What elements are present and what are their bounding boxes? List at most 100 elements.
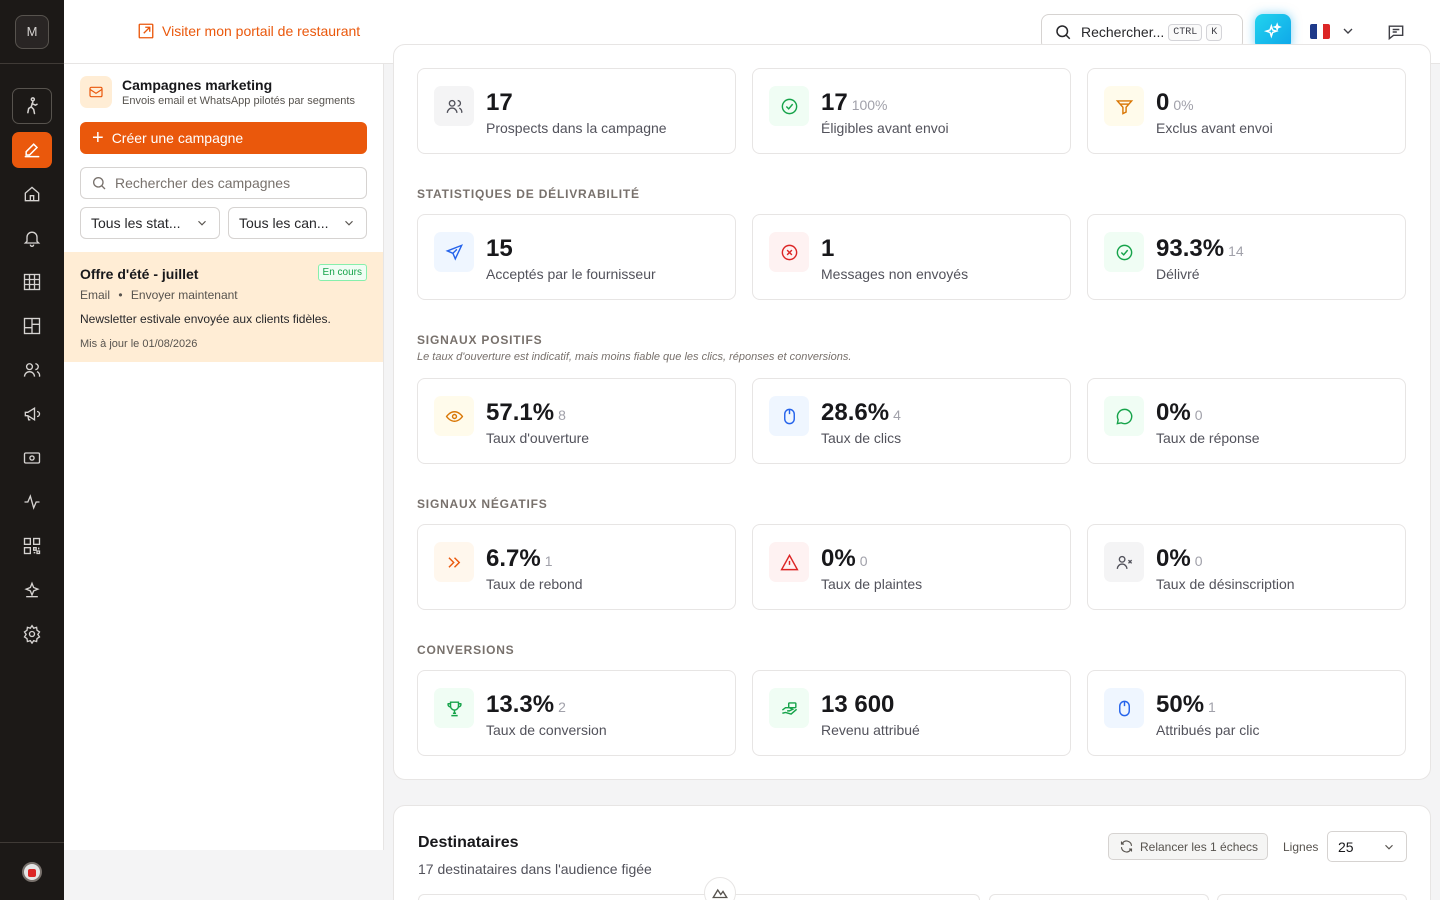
external-link-icon <box>138 23 154 39</box>
retry-failed-button[interactable]: Relancer les 1 échecs <box>1108 833 1268 860</box>
banknote-icon[interactable] <box>12 440 52 476</box>
stat-label: Attribués par clic <box>1156 722 1260 738</box>
users-icon[interactable] <box>12 352 52 388</box>
campaigns-panel: Campagnes marketing Envois email et What… <box>64 64 384 850</box>
stat-unsubscribe-rate: 0% 0 Taux de désinscription <box>1087 524 1406 610</box>
hand-coins-icon <box>769 688 809 728</box>
france-flag-icon <box>1310 23 1330 39</box>
status-filter-select[interactable]: Tous les stat... <box>80 207 220 239</box>
section-conversions-title: CONVERSIONS <box>417 643 515 657</box>
scroll-helper-button[interactable] <box>704 877 736 900</box>
stat-reply-rate: 0% 0 Taux de réponse <box>1087 378 1406 464</box>
channel-filter-select[interactable]: Tous les can... <box>228 207 367 239</box>
meta-separator: • <box>118 288 123 302</box>
stat-value: 17 <box>486 89 513 116</box>
stat-sub: 100% <box>851 97 888 113</box>
stat-label: Éligibles avant envoi <box>821 120 949 136</box>
qr-code-icon[interactable] <box>12 528 52 564</box>
search-icon <box>93 177 106 190</box>
check-circle-icon <box>769 86 809 126</box>
stat-sub: 0 <box>1194 407 1203 423</box>
chevrons-right-icon <box>434 542 474 582</box>
mountain-icon <box>712 888 728 899</box>
rows-per-page-value: 25 <box>1338 838 1354 855</box>
campaign-updated: Mis à jour le 01/08/2026 <box>80 338 198 350</box>
shortcut-key-k: K <box>1206 23 1223 41</box>
bell-icon[interactable] <box>12 220 52 256</box>
rail-nav <box>0 64 64 660</box>
x-circle-icon <box>769 232 809 272</box>
avatar[interactable] <box>22 861 42 882</box>
stat-label: Taux de réponse <box>1156 430 1260 446</box>
create-campaign-button[interactable]: + Créer une campagne <box>80 122 367 154</box>
stat-label: Délivré <box>1156 266 1200 282</box>
section-positive-title: SIGNAUX POSITIFS <box>417 333 543 347</box>
check-circle-icon <box>1104 232 1144 272</box>
activity-icon[interactable] <box>12 484 52 520</box>
stat-value: 0% <box>1156 545 1191 572</box>
stat-value: 0 <box>1156 89 1170 116</box>
rows-per-page-select[interactable]: 25 <box>1327 831 1407 862</box>
stat-value: 13.3% <box>486 691 555 718</box>
rail-footer <box>0 842 64 900</box>
global-search-button[interactable]: Rechercher... CTRL K <box>1041 14 1243 50</box>
plus-icon: + <box>92 127 104 149</box>
status-badge: En cours <box>317 264 367 281</box>
create-campaign-label: Créer une campagne <box>111 130 244 146</box>
campaign-channel: Email <box>80 288 111 302</box>
sparkle-icon[interactable] <box>12 572 52 608</box>
stat-label: Prospects dans la campagne <box>486 120 667 136</box>
recipients-card: Destinataires 17 destinataires dans l'au… <box>393 805 1431 900</box>
section-positive-note: Le taux d'ouverture est indicatif, mais … <box>417 351 852 363</box>
gear-icon[interactable] <box>12 616 52 652</box>
sparkles-icon <box>1263 22 1282 39</box>
home-icon[interactable] <box>12 176 52 212</box>
stat-label: Revenu attribué <box>821 722 920 738</box>
section-negative-title: SIGNAUX NÉGATIFS <box>417 497 548 511</box>
trophy-icon <box>434 688 474 728</box>
stat-label: Exclus avant envoi <box>1156 120 1273 136</box>
stat-open-rate: 57.1% 8 Taux d'ouverture <box>417 378 736 464</box>
stat-bounce-rate: 6.7% 1 Taux de rebond <box>417 524 736 610</box>
stat-delivered: 93.3% 14 Délivré <box>1087 214 1406 300</box>
grid-icon[interactable] <box>12 264 52 300</box>
rows-label: Lignes <box>1283 840 1319 854</box>
campaign-send-mode: Envoyer maintenant <box>130 288 238 302</box>
filter-icon <box>1104 86 1144 126</box>
section-deliverability-title: STATISTIQUES DE DÉLIVRABILITÉ <box>417 187 640 201</box>
edit-icon[interactable] <box>12 132 52 168</box>
search-label: Rechercher... <box>1081 24 1165 40</box>
stat-value: 1 <box>821 235 835 262</box>
stat-sub: 0 <box>1194 553 1203 569</box>
walking-icon[interactable] <box>12 88 52 124</box>
stat-attributed-revenue: 13 600 Revenu attribué <box>752 670 1071 756</box>
megaphone-icon[interactable] <box>12 396 52 432</box>
recipients-filter-box <box>989 894 1209 900</box>
send-icon <box>434 232 474 272</box>
stat-label: Taux de clics <box>821 430 902 446</box>
stat-label: Taux de désinscription <box>1156 576 1295 592</box>
portal-link[interactable]: Visiter mon portail de restaurant <box>137 22 360 40</box>
campaign-search-input[interactable]: Rechercher des campagnes <box>80 167 367 199</box>
chevron-down-icon <box>198 220 206 226</box>
campaign-title: Offre d'été - juillet <box>80 266 199 282</box>
layout-icon[interactable] <box>12 308 52 344</box>
recipients-filter-box <box>1217 894 1407 900</box>
campaign-meta: Email • Envoyer maintenant <box>80 288 367 302</box>
stat-click-attributed: 50% 1 Attribués par clic <box>1087 670 1406 756</box>
stat-not-sent: 1 Messages non envoyés <box>752 214 1071 300</box>
workspace-logo[interactable]: M <box>15 14 49 49</box>
recipients-subtitle: 17 destinataires dans l'audience figée <box>418 861 652 877</box>
stat-value: 6.7% <box>486 545 541 572</box>
search-icon <box>1056 25 1071 40</box>
panel-title: Campagnes marketing <box>122 77 273 93</box>
language-selector[interactable] <box>1310 23 1356 39</box>
stat-value: 0% <box>1156 399 1191 426</box>
stat-sub: 4 <box>893 407 901 423</box>
campaign-list-item[interactable]: Offre d'été - juillet En cours Email • E… <box>64 252 383 362</box>
stat-value: 13 600 <box>821 691 895 718</box>
chat-icon[interactable] <box>1386 22 1406 42</box>
stat-accepted: 15 Acceptés par le fournisseur <box>417 214 736 300</box>
retry-failed-label: Relancer les 1 échecs <box>1140 839 1259 854</box>
panel-subtitle: Envois email et WhatsApp pilotés par seg… <box>122 95 355 107</box>
